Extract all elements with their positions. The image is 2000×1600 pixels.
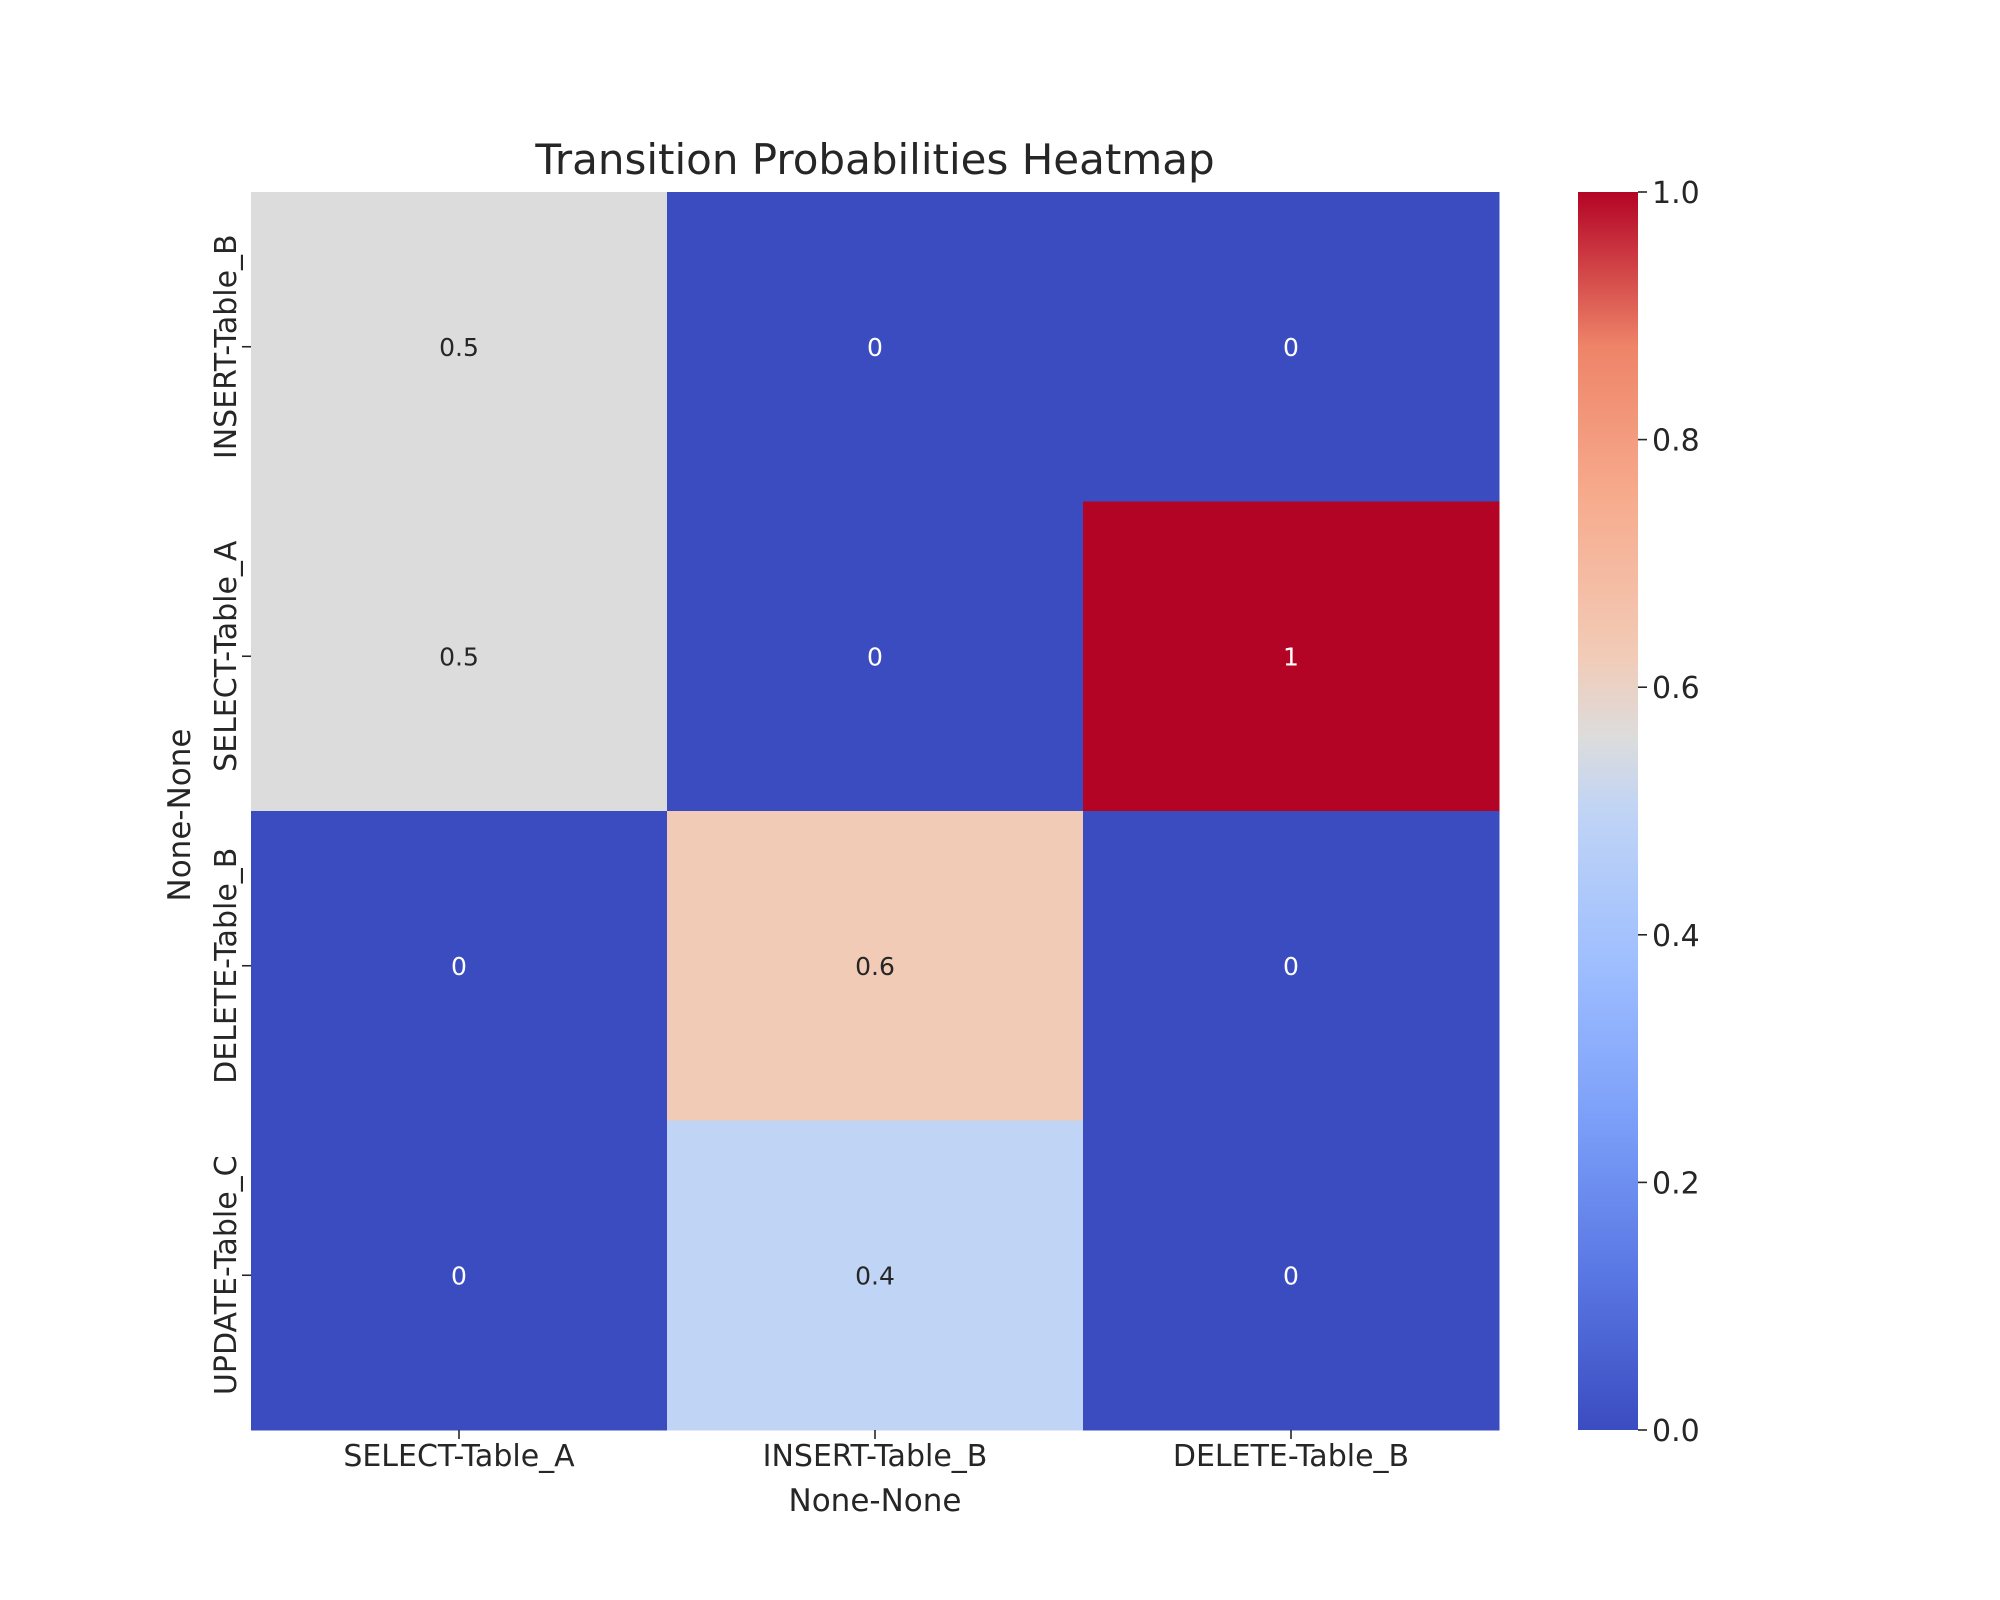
x-tick-label: SELECT-Table_A bbox=[343, 1439, 575, 1474]
cell-label: 0.6 bbox=[855, 952, 895, 981]
heatmap-cell bbox=[251, 192, 668, 502]
cell-label: 0.5 bbox=[439, 642, 479, 671]
y-tick-label: INSERT-Table_B bbox=[209, 234, 244, 459]
chart-title: Transition Probabilities Heatmap bbox=[534, 135, 1214, 184]
cell-label: 0 bbox=[451, 952, 467, 981]
colorbar-tick-label: 0.2 bbox=[1652, 1166, 1700, 1201]
colorbar-tick-label: 0.6 bbox=[1652, 671, 1700, 706]
y-axis: INSERT-Table_B SELECT-Table_A DELETE-Table… bbox=[209, 234, 251, 1395]
x-tick-label: DELETE-Table_B bbox=[1173, 1439, 1409, 1474]
x-axis-label: None-None bbox=[789, 1483, 962, 1519]
colorbar-tick-label: 0.8 bbox=[1652, 424, 1700, 459]
y-tick-label: UPDATE-Table_C bbox=[209, 1155, 244, 1395]
cell-label: 0 bbox=[1283, 952, 1299, 981]
heatmap-cell bbox=[251, 811, 668, 1121]
colorbar: 0.0 0.2 0.4 0.6 0.8 1.0 bbox=[1578, 176, 1700, 1449]
heatmap-cell bbox=[251, 1120, 668, 1431]
heatmap-cell bbox=[667, 501, 1084, 812]
cell-annotations: 0.5 0 0 0.5 0 1 0 0.6 0 0 0.4 0 bbox=[439, 333, 1299, 1291]
cell-label: 0 bbox=[867, 333, 883, 362]
y-tick-label: SELECT-Table_A bbox=[209, 540, 244, 772]
heatmap-cell bbox=[1083, 811, 1500, 1121]
colorbar-tick-label: 1.0 bbox=[1652, 176, 1700, 211]
heatmap-cells bbox=[251, 192, 1500, 1431]
heatmap-cell bbox=[667, 192, 1084, 502]
heatmap-cell bbox=[1083, 501, 1500, 812]
heatmap-cell bbox=[667, 1120, 1084, 1431]
heatmap-cell bbox=[667, 811, 1084, 1121]
colorbar-gradient bbox=[1578, 192, 1638, 1430]
cell-label: 1 bbox=[1283, 642, 1299, 671]
heatmap-cell bbox=[1083, 1120, 1500, 1431]
cell-label: 0.5 bbox=[439, 333, 479, 362]
cell-label: 0 bbox=[867, 642, 883, 671]
heatmap-cell bbox=[1083, 192, 1500, 502]
colorbar-tick-label: 0.4 bbox=[1652, 919, 1700, 954]
cell-label: 0 bbox=[1283, 333, 1299, 362]
colorbar-ticks: 0.0 0.2 0.4 0.6 0.8 1.0 bbox=[1638, 176, 1700, 1449]
y-axis-label: None-None bbox=[162, 729, 198, 902]
x-axis: SELECT-Table_A INSERT-Table_B DELETE-Table… bbox=[343, 1430, 1409, 1474]
heatmap-cell bbox=[251, 501, 668, 812]
x-tick-label: INSERT-Table_B bbox=[763, 1439, 988, 1474]
cell-label: 0 bbox=[1283, 1261, 1299, 1290]
cell-label: 0 bbox=[451, 1261, 467, 1290]
colorbar-tick-label: 0.0 bbox=[1652, 1414, 1700, 1449]
y-tick-label: DELETE-Table_B bbox=[209, 848, 244, 1084]
cell-label: 0.4 bbox=[855, 1261, 895, 1290]
